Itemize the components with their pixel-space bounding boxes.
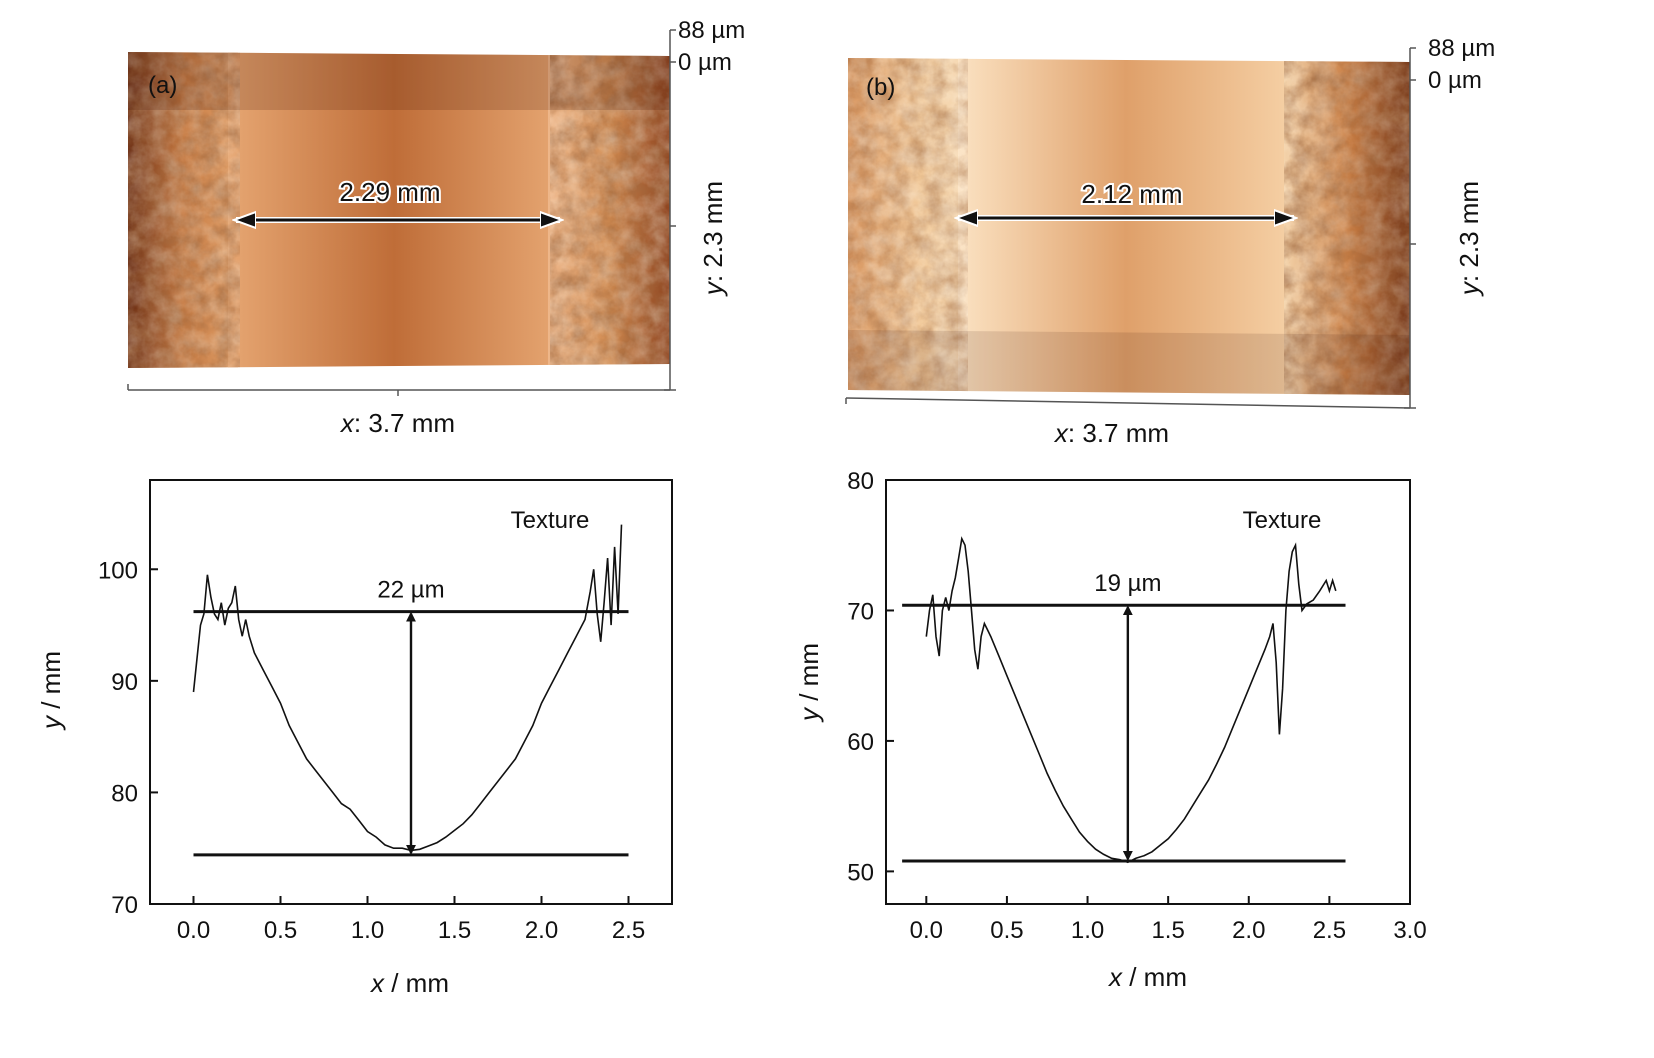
y-tick-label-a: 70: [111, 892, 138, 919]
panel-label-a: (a): [148, 72, 177, 99]
x-tick-label-b: 3.0: [1393, 917, 1426, 944]
x-tick-label-a: 2.0: [525, 917, 558, 944]
x-tick-label-b: 2.0: [1232, 917, 1265, 944]
plot-frame-a: [149, 479, 673, 905]
x-label-var-a: x: [369, 968, 385, 998]
y-axis-rest-a: : 2.3 mm: [698, 181, 728, 282]
y-tick-label-b: 50: [847, 859, 874, 886]
x-label-rest-a: / mm: [384, 968, 449, 998]
z-top-label-b: 88 µm: [1428, 35, 1495, 62]
x-axis-var-a: x: [339, 408, 355, 438]
y-label-b: y / mm: [794, 643, 824, 723]
texture-label-a: Texture: [511, 507, 590, 534]
depth-label-a: 22 µm: [377, 577, 444, 604]
x-tick-label-a: 2.5: [612, 917, 645, 944]
x-label-rest-b: / mm: [1122, 962, 1187, 992]
z-zero-label-b: 0 µm: [1428, 67, 1482, 94]
y-ticks-b: 50 60 70 80: [847, 468, 894, 886]
width-label-b: 2.12 mm: [1081, 179, 1182, 209]
x-tick-label-a: 1.5: [438, 917, 471, 944]
x-label-a: x / mm: [369, 968, 449, 998]
width-label-a: 2.29 mm: [339, 177, 440, 207]
surface-panel-b: (b) 88 µm 0 µm 2.12 mm x: 3.7 mm y: 2.3 …: [845, 35, 1495, 448]
y-label-rest-b: / mm: [794, 643, 824, 708]
x-tick-label-b: 1.5: [1151, 917, 1184, 944]
z-zero-label-a: 0 µm: [678, 49, 732, 76]
y-axis-rest-b: : 2.3 mm: [1454, 181, 1484, 282]
y-axis-label-b: y: 2.3 mm: [1454, 181, 1484, 297]
x-tick-label-a: 1.0: [351, 917, 384, 944]
x-tick-label-b: 0.0: [910, 917, 943, 944]
x-ticks-a: 0.0 0.5 1.0 1.5 2.0 2.5: [177, 896, 645, 944]
x-tick-label-b: 2.5: [1313, 917, 1346, 944]
x-tick-label-a: 0.0: [177, 917, 210, 944]
y-tick-label-a: 90: [111, 669, 138, 696]
y-tick-label-a: 80: [111, 780, 138, 807]
plot-frame-b: [885, 479, 1411, 905]
y-label-var-a: y: [36, 714, 66, 731]
profile-series-b: [925, 536, 1337, 864]
y-label-a: y / mm: [36, 651, 66, 731]
x-tick-label-a: 0.5: [264, 917, 297, 944]
y-axis-label-a: y: 2.3 mm: [698, 181, 728, 297]
depth-label-b: 19 µm: [1094, 570, 1161, 597]
y-axis-var-b: y: [1454, 280, 1484, 297]
y-tick-label-b: 80: [847, 468, 874, 495]
x-tick-label-b: 1.0: [1071, 917, 1104, 944]
x-axis-var-b: x: [1053, 418, 1069, 448]
y-tick-label-b: 70: [847, 598, 874, 625]
profile-series-a: [192, 524, 623, 852]
y-axis-var-a: y: [698, 280, 728, 297]
x-axis-label-b: x: 3.7 mm: [1053, 418, 1169, 448]
x-axis-label-a: x: 3.7 mm: [339, 408, 455, 438]
x-axis-rest-a: : 3.7 mm: [354, 408, 455, 438]
y-tick-label-b: 60: [847, 729, 874, 756]
texture-label-b: Texture: [1243, 507, 1322, 534]
x-ticks-b: 0.0 0.5 1.0 1.5 2.0 2.5 3.0: [910, 896, 1427, 944]
x-axis-rest-b: : 3.7 mm: [1068, 418, 1169, 448]
surface-image-b: [848, 58, 1410, 395]
profile-chart-b: 0.0 0.5 1.0 1.5 2.0 2.5 3.0 50 60 70 80 19 µm Tex…: [794, 468, 1427, 992]
y-label-rest-a: / mm: [36, 651, 66, 716]
profile-chart-a: 0.0 0.5 1.0 1.5 2.0 2.5 70 80 90 100 22 µm Textu…: [36, 479, 673, 998]
y-ticks-a: 70 80 90 100: [98, 557, 158, 919]
y-label-var-b: y: [794, 706, 824, 723]
panel-label-b: (b): [866, 74, 895, 101]
x-label-var-b: x: [1107, 962, 1123, 992]
y-tick-label-a: 100: [98, 557, 138, 584]
x-tick-label-b: 0.5: [990, 917, 1023, 944]
x-label-b: x / mm: [1107, 962, 1187, 992]
surface-image-a: [128, 52, 670, 368]
surface-panel-a: (a) 88 µm 0 µm 2.29 mm x: 3.7 mm y: 2.3 …: [127, 17, 745, 438]
z-top-label-a: 88 µm: [678, 17, 745, 44]
